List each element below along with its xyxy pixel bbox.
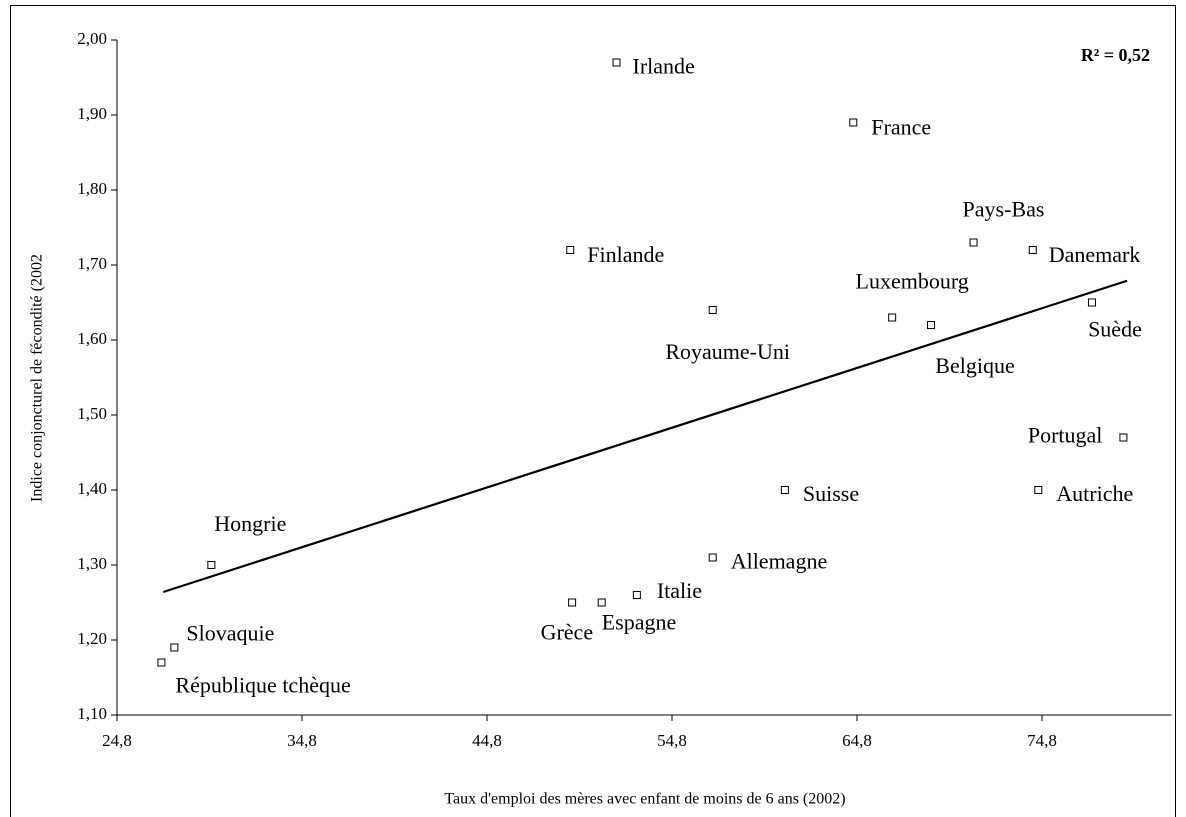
point bbox=[969, 238, 978, 247]
point bbox=[1028, 246, 1037, 254]
point bbox=[1034, 486, 1043, 494]
point-label: Allemagne bbox=[731, 549, 828, 574]
point bbox=[597, 598, 606, 607]
point-label: Portugal bbox=[1028, 423, 1103, 448]
y-tick-label: 1,30 bbox=[77, 554, 107, 573]
x-tick-label: 34,8 bbox=[287, 731, 317, 750]
y-axis-title: Indice conjoncturel de fécondité (2002 bbox=[29, 254, 46, 502]
y-tick-label: 1,10 bbox=[77, 704, 107, 723]
point bbox=[566, 246, 575, 254]
point-label: Italie bbox=[657, 578, 702, 603]
y-tick-label: 1,70 bbox=[77, 254, 107, 273]
y-tick-label: 1,60 bbox=[77, 329, 107, 348]
point-label: Royaume-Uni bbox=[665, 339, 790, 364]
y-tick-label: 1,90 bbox=[77, 104, 107, 123]
point bbox=[568, 598, 577, 607]
point-label: Pays-Bas bbox=[963, 197, 1045, 222]
x-axis-title: Taux d'emploi des mères avec enfant de m… bbox=[444, 791, 845, 808]
point bbox=[632, 591, 641, 599]
point-label: Belgique bbox=[935, 353, 1014, 378]
trendline bbox=[162, 279, 1128, 594]
point-label: Slovaquie bbox=[186, 621, 274, 646]
point-label: Suisse bbox=[803, 481, 859, 506]
point bbox=[612, 58, 621, 67]
y-tick-label: 1,40 bbox=[77, 479, 107, 498]
y-tick-label: 2,00 bbox=[77, 29, 107, 48]
point bbox=[170, 643, 179, 652]
point bbox=[849, 118, 858, 127]
point bbox=[1119, 433, 1128, 442]
chart-frame bbox=[10, 5, 1176, 817]
point-label: Luxembourg bbox=[856, 269, 969, 294]
y-tick-label: 1,80 bbox=[77, 179, 107, 198]
x-tick-label: 64,8 bbox=[842, 731, 872, 750]
point bbox=[207, 561, 216, 569]
point bbox=[708, 553, 717, 562]
y-tick-label: 1,20 bbox=[77, 629, 107, 648]
x-tick-label: 24,8 bbox=[102, 731, 132, 750]
x-tick-label: 44,8 bbox=[472, 731, 502, 750]
point-label: République tchèque bbox=[175, 673, 350, 698]
y-tick-label: 1,50 bbox=[77, 404, 107, 423]
point-label: Hongrie bbox=[214, 511, 286, 536]
point bbox=[708, 306, 717, 314]
x-tick-label: 54,8 bbox=[657, 731, 687, 750]
point-label: Espagne bbox=[602, 610, 677, 635]
x-tick-label: 74,8 bbox=[1027, 731, 1057, 750]
point-label: Finlande bbox=[587, 242, 664, 267]
point bbox=[1087, 298, 1096, 307]
point-label: France bbox=[871, 115, 931, 140]
point-label: Suède bbox=[1088, 317, 1142, 342]
point-label: Autriche bbox=[1056, 481, 1133, 506]
point bbox=[157, 658, 166, 667]
point-label: Danemark bbox=[1049, 242, 1141, 267]
point bbox=[927, 321, 935, 329]
annotation: R² = 0,52 bbox=[1081, 45, 1150, 65]
point bbox=[888, 313, 897, 322]
point bbox=[780, 486, 789, 494]
point-label: Irlande bbox=[633, 54, 695, 79]
point-label: Grèce bbox=[541, 620, 594, 645]
